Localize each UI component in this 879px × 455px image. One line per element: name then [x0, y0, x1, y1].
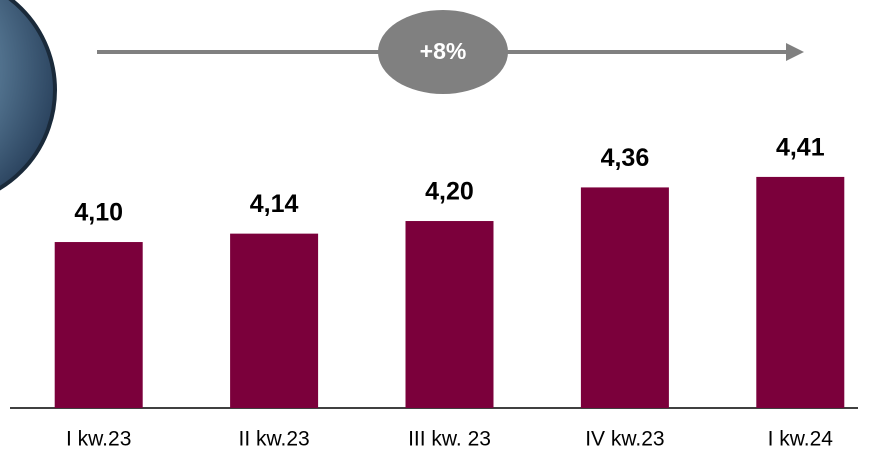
- decorative-image: [0, 0, 57, 191]
- x-tick-label: IV kw.23: [585, 428, 664, 451]
- bar: [405, 221, 494, 408]
- value-label: 4,41: [776, 134, 825, 162]
- annotation-bubble: [378, 10, 508, 94]
- value-label: 4,20: [425, 178, 474, 206]
- value-label: 4,14: [250, 190, 299, 218]
- bar: [230, 233, 319, 408]
- annotation: +8%: [420, 38, 467, 64]
- x-tick-label: II kw.23: [238, 428, 309, 451]
- bar: [580, 187, 669, 408]
- x-tick-label: I kw.23: [66, 428, 131, 451]
- bar: [54, 242, 143, 408]
- value-label: 4,10: [74, 199, 123, 227]
- arrow-head: [786, 43, 804, 61]
- bar: [756, 176, 845, 408]
- value-label: 4,36: [601, 144, 650, 172]
- x-tick-label: III kw. 23: [408, 428, 491, 451]
- x-tick-label: I kw.24: [768, 428, 834, 451]
